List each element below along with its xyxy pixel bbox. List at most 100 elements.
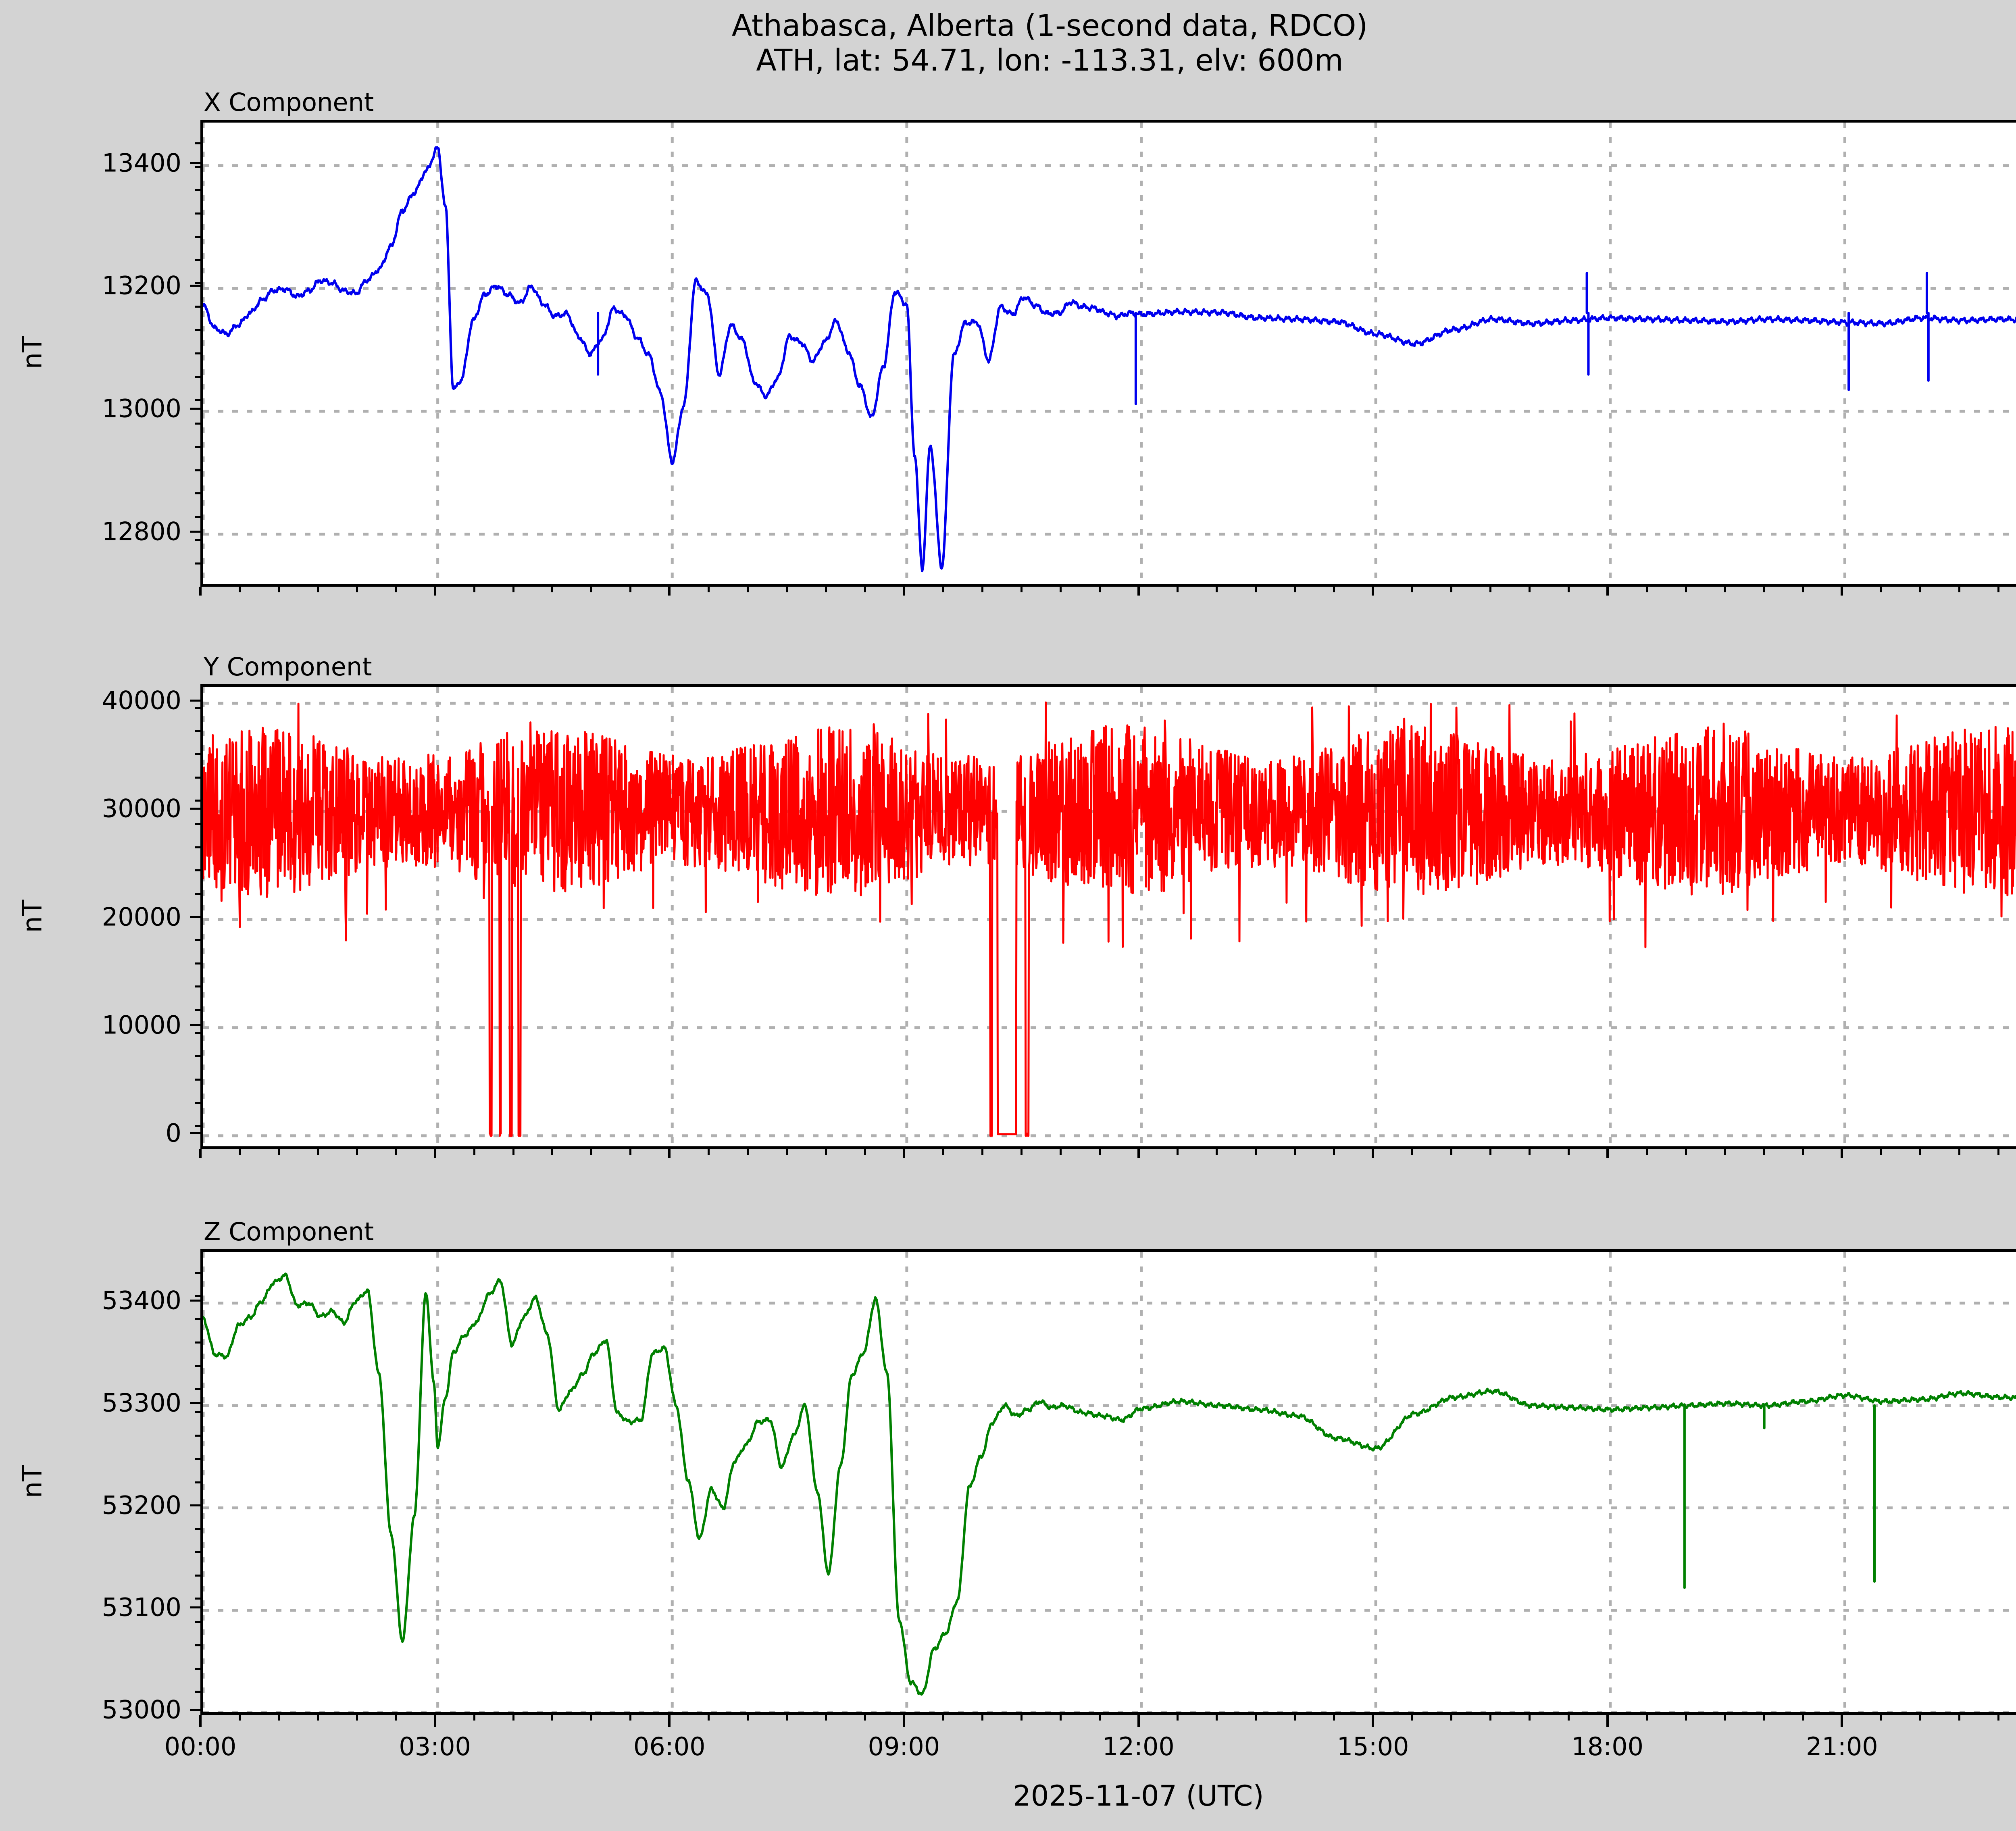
x-tick-minor bbox=[1606, 1715, 1609, 1721]
x-tick-minor bbox=[200, 587, 202, 592]
x-tick-minor bbox=[434, 1149, 436, 1155]
x-tick-minor bbox=[825, 1149, 827, 1155]
y-tick-minor bbox=[195, 823, 200, 825]
y-tick-minor bbox=[195, 282, 200, 285]
y-tick-minor bbox=[195, 1364, 200, 1367]
x-tick-minor bbox=[1567, 587, 1570, 592]
x-tick-label: 09:00 bbox=[868, 1732, 940, 1761]
x-tick-minor bbox=[395, 1149, 397, 1155]
x-tick-mark bbox=[668, 1715, 671, 1727]
y-tick-minor bbox=[195, 352, 200, 354]
x-tick-minor bbox=[747, 587, 749, 592]
y-tick-minor bbox=[195, 892, 200, 895]
x-tick-minor bbox=[1997, 1149, 2000, 1155]
x-tick-label: 15:00 bbox=[1337, 1732, 1409, 1761]
y-tick-minor bbox=[195, 706, 200, 709]
x-tick-minor bbox=[238, 587, 241, 592]
y-tick-minor bbox=[195, 469, 200, 471]
y-tick-minor bbox=[195, 730, 200, 732]
x-tick-minor bbox=[1606, 587, 1609, 592]
x-tick-minor bbox=[1567, 1715, 1570, 1721]
y-tick-mark bbox=[190, 808, 200, 810]
y-tick-mark bbox=[190, 285, 200, 287]
x-tick-minor bbox=[1411, 1149, 1414, 1155]
x-tick-minor bbox=[1020, 1149, 1023, 1155]
x-tick-minor bbox=[1880, 1715, 1883, 1721]
x-tick-minor bbox=[1020, 587, 1023, 592]
x-tick-label: 00:00 bbox=[164, 1732, 237, 1761]
x-tick-minor bbox=[1802, 1149, 1804, 1155]
y-tick-minor bbox=[195, 562, 200, 565]
y-tick-minor bbox=[195, 1318, 200, 1321]
x-tick-minor bbox=[1606, 1149, 1609, 1155]
x-tick-mark bbox=[1606, 1715, 1609, 1727]
y-tick-mark bbox=[190, 1299, 200, 1302]
x-tick-minor bbox=[1372, 1149, 1375, 1155]
x-tick-minor bbox=[1841, 587, 1843, 592]
x-tick-label: 12:00 bbox=[1102, 1732, 1175, 1761]
x-tick-minor bbox=[1724, 1715, 1726, 1721]
y-tick-minor bbox=[195, 1271, 200, 1274]
x-tick-minor bbox=[708, 587, 710, 592]
y-tick-minor bbox=[195, 492, 200, 495]
y-tick-minor bbox=[195, 1295, 200, 1297]
x-tick-minor bbox=[1411, 1715, 1414, 1721]
y-tick-minor bbox=[195, 259, 200, 261]
x-tick-minor bbox=[864, 1149, 866, 1155]
x-tick-minor bbox=[942, 587, 944, 592]
x-tick-minor bbox=[1177, 587, 1179, 592]
y-tick-label: 13400 bbox=[102, 148, 181, 178]
y-tick-mark bbox=[190, 1606, 200, 1609]
x-tick-minor bbox=[590, 1715, 593, 1721]
x-tick-minor bbox=[825, 1715, 827, 1721]
x-tick-minor bbox=[981, 1715, 983, 1721]
x-tick-minor bbox=[1880, 1149, 1883, 1155]
y-axis-label: nT bbox=[17, 336, 48, 369]
y-tick-minor bbox=[195, 1528, 200, 1530]
y-tick-minor bbox=[195, 1009, 200, 1011]
x-tick-minor bbox=[1059, 1149, 1062, 1155]
y-tick-minor bbox=[195, 1458, 200, 1460]
x-tick-minor bbox=[1411, 587, 1414, 592]
y-tick-mark bbox=[190, 1709, 200, 1711]
x-tick-minor bbox=[942, 1149, 944, 1155]
x-tick-minor bbox=[1528, 1149, 1531, 1155]
y-tick-minor bbox=[195, 985, 200, 988]
x-tick-minor bbox=[473, 1715, 475, 1721]
plot-area-z bbox=[200, 1249, 2016, 1715]
y-tick-mark bbox=[190, 530, 200, 533]
x-tick-minor bbox=[1919, 587, 1922, 592]
plot-area-y bbox=[200, 684, 2016, 1149]
y-tick-minor bbox=[195, 539, 200, 542]
x-tick-mark bbox=[1137, 1715, 1140, 1727]
y-tick-minor bbox=[195, 1055, 200, 1058]
x-tick-minor bbox=[1724, 1149, 1726, 1155]
y-tick-label: 12800 bbox=[102, 517, 181, 546]
x-tick-label: 21:00 bbox=[1806, 1732, 1878, 1761]
x-tick-minor bbox=[1919, 1715, 1922, 1721]
gridlines bbox=[203, 1252, 2016, 1712]
x-tick-mark bbox=[433, 1715, 436, 1727]
x-tick-minor bbox=[669, 1149, 671, 1155]
x-tick-minor bbox=[1567, 1149, 1570, 1155]
x-tick-minor bbox=[1489, 587, 1491, 592]
x-tick-label: 18:00 bbox=[1571, 1732, 1644, 1761]
x-tick-minor bbox=[981, 1149, 983, 1155]
y-tick-minor bbox=[195, 329, 200, 331]
x-tick-minor bbox=[277, 1715, 280, 1721]
x-tick-minor bbox=[1372, 1715, 1375, 1721]
y-tick-mark bbox=[190, 408, 200, 410]
x-tick-minor bbox=[1098, 1149, 1101, 1155]
x-tick-minor bbox=[590, 1149, 593, 1155]
y-tick-label: 53100 bbox=[102, 1592, 181, 1622]
y-tick-minor bbox=[195, 1125, 200, 1127]
x-tick-minor bbox=[1528, 587, 1531, 592]
y-tick-mark bbox=[190, 1024, 200, 1026]
x-tick-minor bbox=[903, 1715, 905, 1721]
x-tick-minor bbox=[1763, 1715, 1765, 1721]
y-tick-minor bbox=[195, 869, 200, 872]
x-tick-minor bbox=[1489, 1715, 1491, 1721]
y-tick-label: 53300 bbox=[102, 1388, 181, 1418]
x-tick-minor bbox=[1020, 1715, 1023, 1721]
y-tick-minor bbox=[195, 1621, 200, 1623]
